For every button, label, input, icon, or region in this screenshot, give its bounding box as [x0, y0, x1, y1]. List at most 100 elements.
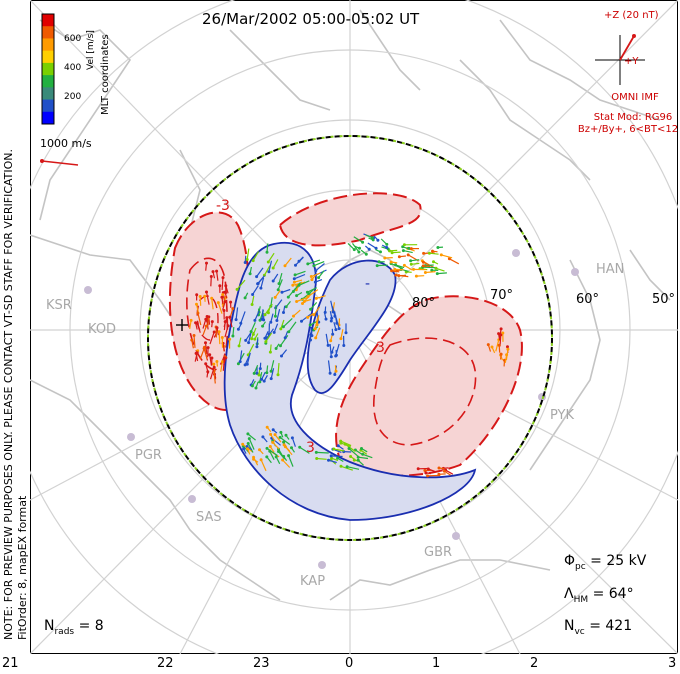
velocity-vector-origin	[208, 353, 212, 357]
velocity-vector	[270, 297, 273, 307]
velocity-vector	[211, 298, 214, 310]
top-positive-band	[278, 192, 422, 247]
velocity-vector-origin	[250, 337, 254, 341]
velocity-vector-origin	[265, 371, 269, 375]
velocity-vector	[316, 451, 329, 454]
velocity-vector-origin	[490, 345, 494, 349]
velocity-vector	[293, 309, 301, 317]
velocity-vector	[316, 315, 320, 325]
site-ksr: KSR	[46, 298, 72, 313]
velocity-vector-origin	[259, 286, 263, 290]
velocity-vector-origin	[276, 373, 280, 377]
velocity-vector-origin	[237, 344, 241, 348]
potential-max-marker	[176, 319, 188, 331]
velocity-vector	[199, 348, 205, 360]
velocity-vector-origin	[220, 336, 224, 339]
velocity-vector	[333, 448, 345, 452]
velocity-vector	[441, 254, 453, 259]
colorbar-swatch	[42, 14, 54, 27]
velocity-vector-origin	[271, 279, 275, 283]
velocity-vector	[236, 279, 246, 290]
site-pgr: PGR	[135, 448, 162, 463]
velocity-vector	[254, 310, 260, 321]
velocity-vector	[222, 358, 226, 371]
heppner-maynard-boundary	[147, 135, 553, 541]
lat-label-50: 50°	[652, 292, 676, 307]
velocity-vector-origin	[228, 337, 232, 341]
velocity-vector	[331, 306, 336, 317]
velocity-vector-origin	[203, 294, 207, 298]
velocity-vector-origin	[238, 360, 242, 364]
velocity-vector-origin	[221, 276, 225, 280]
velocity-vector-origin	[314, 296, 318, 300]
velocity-vector	[288, 321, 297, 333]
velocity-vector	[220, 361, 224, 372]
colorbar-swatch	[42, 26, 54, 39]
velocity-vector-origin	[307, 292, 311, 296]
velocity-vector	[352, 243, 360, 253]
velocity-vector-origin	[315, 457, 319, 460]
velocity-vector-origin	[329, 319, 333, 323]
colorbar-outline	[41, 13, 55, 125]
velocity-vector-origin	[334, 328, 338, 332]
imf-bz-label: +Z (20 nT)	[604, 10, 659, 21]
velocity-vector	[505, 349, 509, 361]
velocity-vector-origin	[437, 466, 441, 470]
velocity-vector-origin	[269, 369, 273, 373]
velocity-vector	[449, 258, 460, 265]
velocity-vector-origin	[221, 360, 224, 364]
velocity-vector	[288, 455, 294, 467]
velocity-vector-origin	[258, 367, 262, 371]
velocity-vector	[218, 331, 221, 345]
velocity-vector-origin	[261, 324, 265, 328]
velocity-vector-origin	[279, 344, 282, 348]
velocity-vector-origin	[497, 332, 501, 336]
site-sas: SAS	[196, 510, 222, 525]
velocity-vector-origin	[220, 295, 224, 299]
velocity-vector	[266, 447, 278, 456]
velocity-vector-origin	[309, 338, 312, 342]
heppner-maynard-boundary-green	[147, 135, 553, 541]
colorbar-swatch	[42, 75, 54, 88]
velocity-vector	[221, 277, 224, 290]
velocity-vector	[282, 317, 293, 328]
velocity-vector	[307, 287, 317, 293]
velocity-vector	[256, 267, 264, 277]
velocity-vector	[209, 367, 215, 380]
velocity-vector	[216, 271, 219, 281]
velocity-vector	[197, 312, 202, 326]
velocity-vector	[429, 252, 439, 255]
velocity-vector-origin	[385, 242, 389, 246]
velocity-vector	[210, 276, 212, 287]
velocity-vector-origin	[497, 343, 501, 347]
dawn-cell-fill	[335, 295, 523, 477]
velocity-vector-origin	[195, 321, 199, 325]
velocity-vector-origin	[430, 268, 434, 272]
velocity-vector-origin	[432, 260, 435, 264]
velocity-vector-origin	[250, 303, 254, 306]
velocity-vector-origin	[357, 250, 361, 254]
velocity-vector	[264, 303, 273, 316]
velocity-vector-origin	[298, 445, 302, 449]
velocity-vector-origin	[379, 250, 382, 254]
velocity-vector-origin	[287, 330, 291, 334]
velocity-vector-origin	[393, 267, 397, 271]
mlt-tick-0: 0	[345, 656, 354, 671]
velocity-vector	[307, 259, 321, 265]
velocity-vector-origin	[356, 455, 360, 459]
velocity-vector-origin	[314, 450, 318, 454]
velocity-vector-origin	[196, 311, 200, 315]
velocity-vector	[377, 264, 388, 267]
velocity-vector-origin	[265, 455, 269, 459]
velocity-vector-origin	[402, 263, 406, 267]
velocity-vector	[280, 335, 289, 347]
contour-label-c: -	[365, 276, 370, 292]
velocity-vector-origin	[333, 314, 337, 318]
velocity-vector-origin	[370, 236, 374, 240]
lat-label-60: 60°	[576, 292, 600, 307]
velocity-vector	[205, 291, 210, 305]
velocity-vector-origin	[409, 259, 413, 263]
velocity-vector-origin	[290, 436, 294, 440]
velocity-vector-origin	[336, 456, 340, 460]
velocity-vector-origin	[252, 371, 256, 375]
